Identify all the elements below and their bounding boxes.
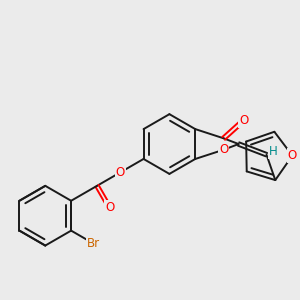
Text: O: O (288, 149, 297, 162)
Text: O: O (239, 114, 248, 127)
Text: Br: Br (87, 237, 100, 250)
Text: O: O (105, 201, 114, 214)
Text: O: O (219, 143, 228, 156)
Text: H: H (269, 145, 278, 158)
Text: O: O (116, 166, 125, 179)
